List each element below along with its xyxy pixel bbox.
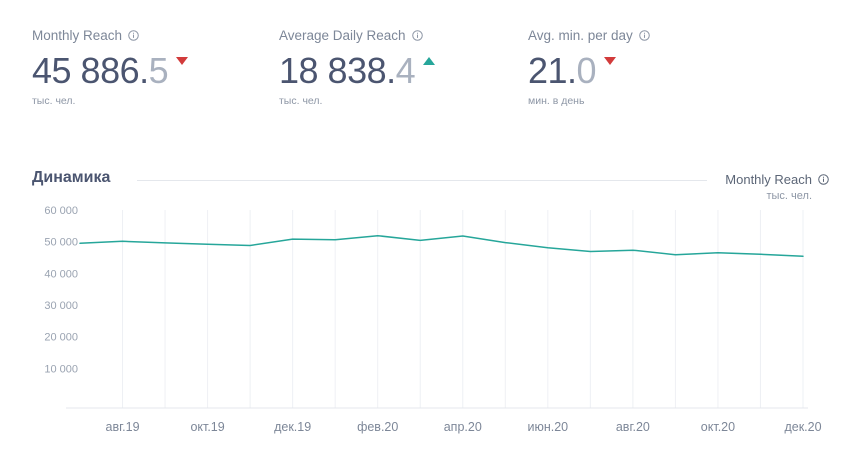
y-tick-label: 30 000 (44, 300, 78, 312)
kpi-title-row: Avg. min. per day (528, 28, 650, 43)
info-icon[interactable] (818, 174, 829, 185)
x-tick-label: окт.20 (701, 420, 735, 434)
x-tick-label: дек.20 (784, 420, 821, 434)
legend-row: Monthly Reach (725, 172, 829, 187)
kpi-value: 18 838. 4 (279, 49, 436, 93)
y-tick-label: 60 000 (44, 205, 78, 217)
section-title: Динамика (32, 169, 111, 186)
y-tick-label: 40 000 (44, 268, 78, 280)
kpi-value-int: 18 838. (279, 50, 396, 91)
x-tick-label: авг.20 (616, 420, 650, 434)
kpi-unit: тыс. чел. (279, 95, 323, 107)
kpi-title: Monthly Reach (32, 28, 123, 43)
chart-legend: Monthly Reach тыс. чел. (725, 172, 829, 202)
kpi-title-row: Monthly Reach (32, 28, 188, 43)
trend-down-icon (176, 57, 189, 65)
x-tick-label: дек.19 (274, 420, 311, 434)
x-tick-label: фев.20 (357, 420, 398, 434)
legend-label: Monthly Reach (725, 172, 812, 187)
kpi-value: 45 886. 5 (32, 49, 189, 93)
kpi-value-int: 45 886. (32, 50, 149, 91)
kpi-monthly-reach: Monthly Reach 45 886. 5 тыс. чел. (32, 28, 189, 107)
info-icon[interactable] (411, 30, 423, 41)
info-icon[interactable] (639, 30, 650, 41)
kpi-value-dec: 0 (576, 50, 597, 91)
x-tick-label: окт.19 (190, 420, 224, 434)
kpi-value-int: 21. (528, 50, 577, 91)
info-icon[interactable] (128, 30, 139, 41)
kpi-title: Avg. min. per day (528, 28, 633, 43)
kpi-average-daily-reach: Average Daily Reach 18 838. 4 тыс. чел. (279, 28, 436, 107)
y-tick-label: 10 000 (44, 363, 78, 375)
kpi-title: Average Daily Reach (279, 28, 406, 43)
x-tick-label: июн.20 (528, 420, 569, 434)
kpi-unit: тыс. чел. (32, 95, 76, 107)
series-line-monthly-reach (79, 234, 804, 257)
section-divider (137, 180, 707, 181)
x-tick-label: апр.20 (444, 420, 482, 434)
y-tick-label: 20 000 (44, 332, 78, 344)
y-tick-label: 50 000 (44, 237, 78, 249)
kpi-unit: мин. в день (528, 95, 585, 107)
x-tick-label: авг.19 (106, 420, 140, 434)
kpi-avg-min-per-day: Avg. min. per day 21. 0 мин. в день (528, 28, 650, 107)
kpi-value-dec: 4 (395, 50, 416, 91)
trend-up-icon (423, 57, 436, 65)
kpi-value: 21. 0 (528, 49, 650, 93)
legend-unit: тыс. чел. (766, 190, 812, 202)
kpi-value-dec: 5 (148, 50, 169, 91)
kpi-title-row: Average Daily Reach (279, 28, 435, 43)
trend-down-icon (604, 57, 617, 65)
